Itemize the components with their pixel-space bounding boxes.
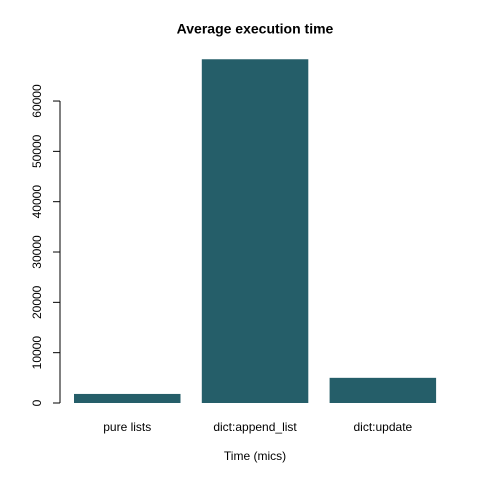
x-tick-label: pure lists bbox=[103, 420, 151, 434]
y-tick-label: 30000 bbox=[30, 235, 44, 269]
x-axis-label: Time (mics) bbox=[224, 449, 286, 463]
y-tick-label: 10000 bbox=[30, 336, 44, 370]
y-tick-label: 40000 bbox=[30, 185, 44, 219]
bar bbox=[201, 59, 309, 403]
y-tick-label: 60000 bbox=[30, 84, 44, 118]
x-tick-label: dict:append_list bbox=[213, 420, 297, 434]
y-tick-label: 0 bbox=[30, 399, 44, 406]
x-tick-label: dict:update bbox=[353, 420, 412, 434]
chart-title: Average execution time bbox=[177, 21, 334, 37]
bar bbox=[74, 393, 181, 403]
y-tick-label: 50000 bbox=[30, 134, 44, 168]
y-tick-label: 20000 bbox=[30, 285, 44, 319]
bar bbox=[329, 377, 437, 403]
